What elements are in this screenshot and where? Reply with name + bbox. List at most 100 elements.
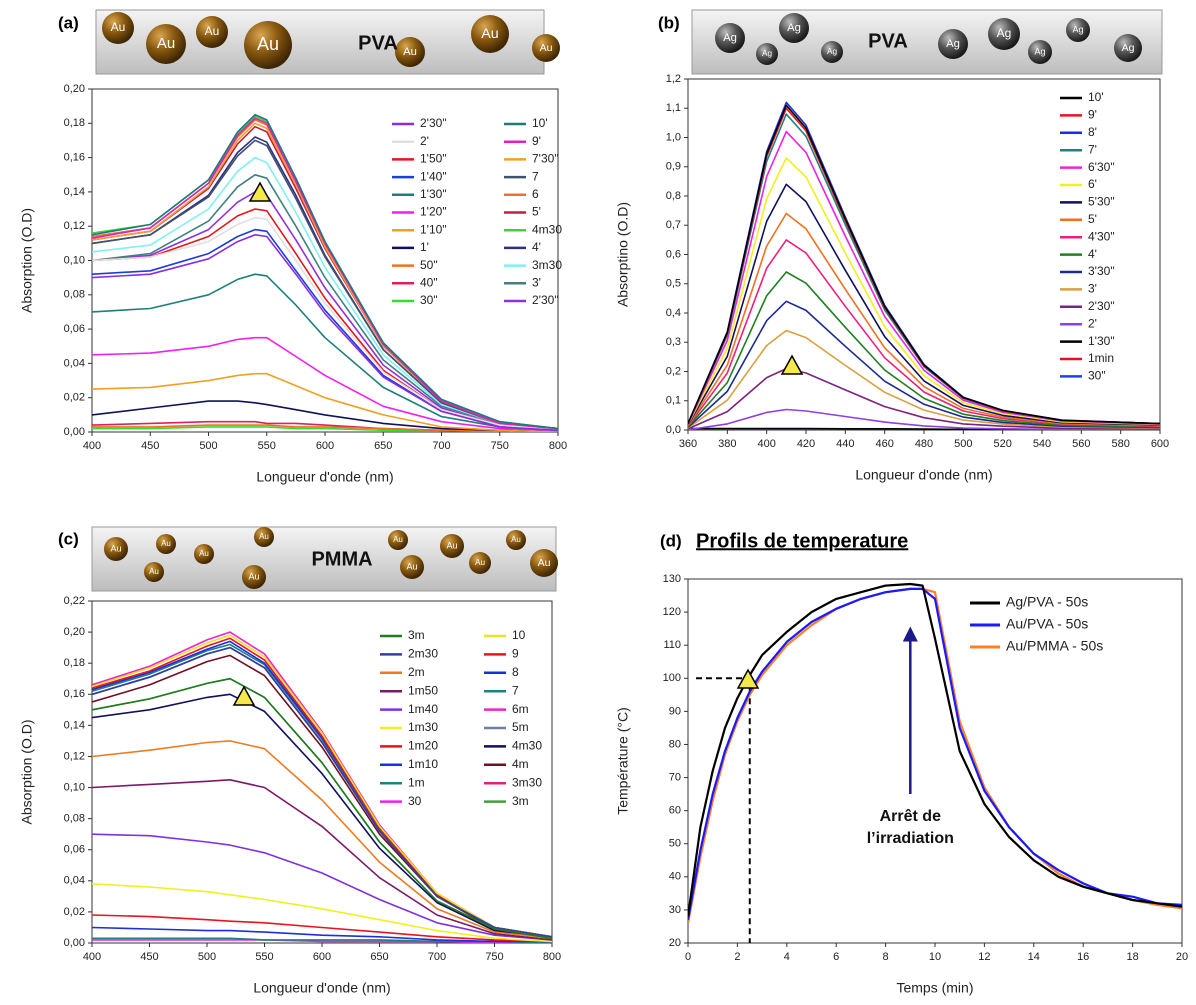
y-tick-label: 0,10 [64, 781, 85, 793]
particle-label: Au [257, 34, 279, 54]
x-tick-label: 360 [679, 438, 697, 450]
series-line [688, 212, 1160, 427]
legend-label: 1'50" [420, 152, 447, 166]
legend-label: 1'30" [420, 187, 447, 201]
series-line [92, 273, 558, 432]
particle [244, 21, 292, 69]
y-tick-label: 120 [663, 606, 681, 618]
x-tick-label: 700 [428, 951, 446, 963]
legend-label: Au/PVA - 50s [1006, 616, 1088, 632]
legend-label: 3m30 [532, 258, 562, 272]
legend-label: 4' [532, 240, 541, 254]
y-tick-label: 90 [669, 705, 681, 717]
y-tick-label: 0,06 [64, 323, 85, 335]
x-tick-label: 440 [836, 438, 854, 450]
y-tick-label: 80 [669, 738, 681, 750]
y-tick-label: 0,18 [64, 117, 85, 129]
x-tick-label: 380 [718, 438, 736, 450]
y-tick-label: 0,1 [666, 395, 681, 407]
series-line [92, 119, 558, 430]
particle-label: Au [111, 20, 126, 34]
particle-label: Ag [946, 38, 960, 50]
series-line [92, 640, 552, 938]
x-tick-label: 650 [374, 440, 392, 452]
series-line [92, 139, 558, 430]
legend-label: 2'30" [420, 116, 447, 130]
y-tick-label: 110 [663, 639, 681, 651]
y-tick-label: 0,14 [64, 719, 85, 731]
banner-label: PVA [868, 30, 908, 52]
x-tick-label: 14 [1028, 951, 1040, 963]
x-tick-label: 600 [313, 951, 331, 963]
y-tick-label: 0,0 [666, 424, 681, 436]
y-tick-label: 70 [669, 771, 681, 783]
legend-label: 5m [512, 720, 529, 734]
series-line [92, 400, 558, 432]
particle-label: Au [403, 46, 417, 58]
particle-label: Au [511, 535, 521, 544]
particle-label: Ag [787, 22, 801, 34]
legend-label: 7 [532, 169, 539, 183]
particle [469, 552, 491, 574]
series-line [92, 740, 552, 940]
y-tick-label: 0,20 [64, 83, 85, 95]
y-tick-label: 20 [669, 937, 681, 949]
particle-label: Au [259, 532, 269, 541]
y-tick-label: 100 [663, 672, 681, 684]
particle-label: Au [481, 26, 498, 42]
legend-label: 2'30" [532, 293, 559, 307]
y-tick-label: 0,12 [64, 750, 85, 762]
series-line [92, 372, 558, 432]
series-line [92, 646, 552, 938]
legend-label: 9' [532, 134, 541, 148]
y-axis-label: Absorptino (O.D) [615, 202, 631, 307]
banner-label: PMMA [311, 548, 372, 570]
series-line [92, 779, 552, 941]
particle-label: Ag [997, 26, 1012, 40]
x-tick-label: 10 [929, 951, 941, 963]
legend-label: 2m [408, 665, 425, 679]
y-tick-label: 0,12 [64, 220, 85, 232]
particle [254, 527, 274, 547]
y-tick-label: 1,0 [666, 131, 681, 143]
y-tick-label: 0,9 [666, 161, 681, 173]
particle-label: Ag [827, 47, 838, 56]
particle-label: Au [475, 558, 486, 567]
panel-label: (a) [58, 13, 79, 32]
x-tick-label: 480 [915, 438, 933, 450]
legend-label: 1'30" [1088, 334, 1115, 348]
legend-label: 50" [420, 258, 438, 272]
particle-label: Au [149, 567, 159, 576]
x-tick-label: 400 [83, 440, 101, 452]
x-tick-label: 580 [1111, 438, 1129, 450]
legend-label: 7 [512, 683, 519, 697]
legend-label: 6 [532, 187, 539, 201]
legend-label: 6'30" [1088, 160, 1115, 174]
series-line [92, 136, 558, 430]
legend-label: 6m [512, 702, 529, 716]
legend-label: Au/PMMA - 50s [1006, 638, 1103, 654]
particle [1028, 40, 1052, 64]
y-tick-label: 30 [669, 904, 681, 916]
particle-label: Au [110, 543, 121, 553]
x-axis-label: Longueur d'onde (nm) [256, 469, 393, 485]
particle [530, 549, 558, 577]
plot-frame [91, 88, 559, 433]
x-axis-label: Longueur d'onde (nm) [253, 980, 390, 996]
series-line [92, 646, 552, 938]
legend-label: 9 [512, 647, 519, 661]
particle [194, 544, 214, 564]
series-line [92, 677, 552, 940]
legend-label: 1'20" [420, 205, 447, 219]
series-line [92, 637, 552, 938]
x-tick-label: 460 [875, 438, 893, 450]
x-tick-label: 500 [198, 951, 216, 963]
x-axis-label: Temps (min) [896, 980, 973, 996]
panel-label: (c) [58, 529, 79, 548]
x-tick-label: 700 [432, 440, 450, 452]
y-tick-label: 0,04 [64, 875, 85, 887]
particle [1114, 34, 1142, 62]
annotation: l’irradiation [867, 830, 954, 847]
